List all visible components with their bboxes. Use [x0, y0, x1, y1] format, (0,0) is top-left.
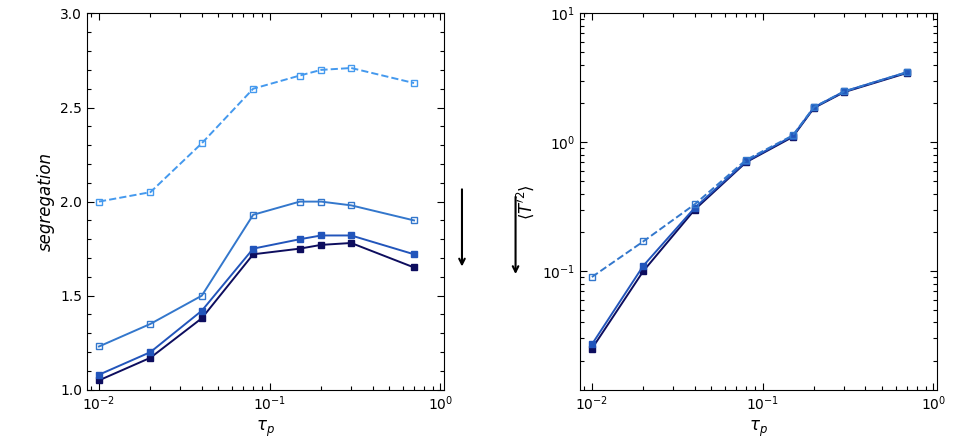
X-axis label: $\tau_p$: $\tau_p$: [749, 419, 768, 439]
Y-axis label: $\langle T^{\prime 2} \rangle$: $\langle T^{\prime 2} \rangle$: [515, 184, 536, 220]
X-axis label: $\tau_p$: $\tau_p$: [256, 419, 275, 439]
Y-axis label: segregation: segregation: [37, 152, 54, 251]
